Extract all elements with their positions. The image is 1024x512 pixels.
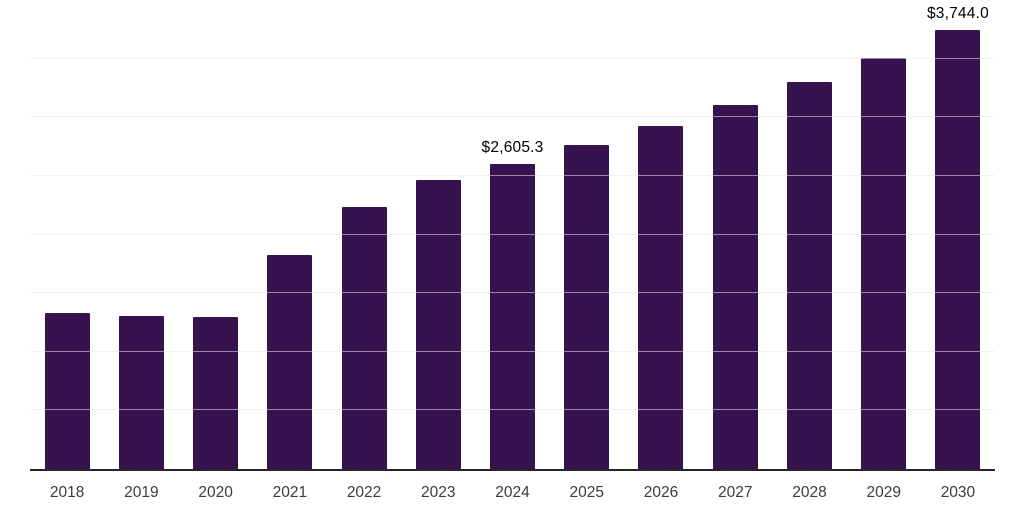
x-tick-label-2022: 2022 xyxy=(346,484,382,501)
x-tick-label-2029: 2029 xyxy=(866,484,901,501)
bar-2026 xyxy=(638,126,684,469)
x-tick-label-2018: 2018 xyxy=(49,484,85,501)
x-tick-label-2020: 2020 xyxy=(198,484,233,501)
x-tick-label-2025: 2025 xyxy=(569,484,604,501)
bar-2024 xyxy=(490,163,536,469)
x-tick-label-2024: 2024 xyxy=(495,484,530,501)
bar-2019 xyxy=(118,315,164,469)
bar-2023 xyxy=(415,180,461,469)
x-tick-label-2021: 2021 xyxy=(272,484,308,501)
bar-band xyxy=(104,0,178,469)
bar-2029 xyxy=(861,58,907,469)
bar-2022 xyxy=(341,207,387,469)
bar-2021 xyxy=(267,254,313,469)
bar-band xyxy=(401,0,475,469)
bar-band xyxy=(178,0,252,469)
bar-band xyxy=(253,0,327,469)
x-tick-label-2028: 2028 xyxy=(792,484,827,501)
bar-2020 xyxy=(193,317,239,469)
x-axis: 2018 2019 2020 2021 2022 2023 2024 2025 2026 2027… xyxy=(30,471,995,502)
bar-band xyxy=(550,0,624,469)
bar-series: $2,605.3 $3,744.0 xyxy=(30,0,995,469)
bar-band xyxy=(772,0,846,469)
bar-2018 xyxy=(44,312,90,469)
bar-band: $2,605.3 xyxy=(475,0,549,469)
bar-2030 xyxy=(935,30,981,469)
x-tick-label-2023: 2023 xyxy=(421,484,456,501)
x-tick-label-2030: 2030 xyxy=(940,484,976,501)
bar-band xyxy=(327,0,401,469)
value-label-2024: $2,605.3 xyxy=(481,138,544,156)
bar-band xyxy=(624,0,698,469)
bar-2028 xyxy=(786,82,832,469)
x-tick-label-2019: 2019 xyxy=(124,484,159,501)
plot-area: $2,605.3 $3,744.0 xyxy=(30,0,995,471)
bar-2027 xyxy=(712,105,758,469)
value-label-2030: $3,744.0 xyxy=(926,5,989,23)
bar-band xyxy=(30,0,104,469)
x-tick-label-2026: 2026 xyxy=(643,484,679,501)
bar-band: $3,744.0 xyxy=(921,0,995,469)
bar-2025 xyxy=(564,145,610,469)
bar-band xyxy=(847,0,921,469)
x-tick-label-2027: 2027 xyxy=(717,484,753,501)
bar-band xyxy=(698,0,772,469)
